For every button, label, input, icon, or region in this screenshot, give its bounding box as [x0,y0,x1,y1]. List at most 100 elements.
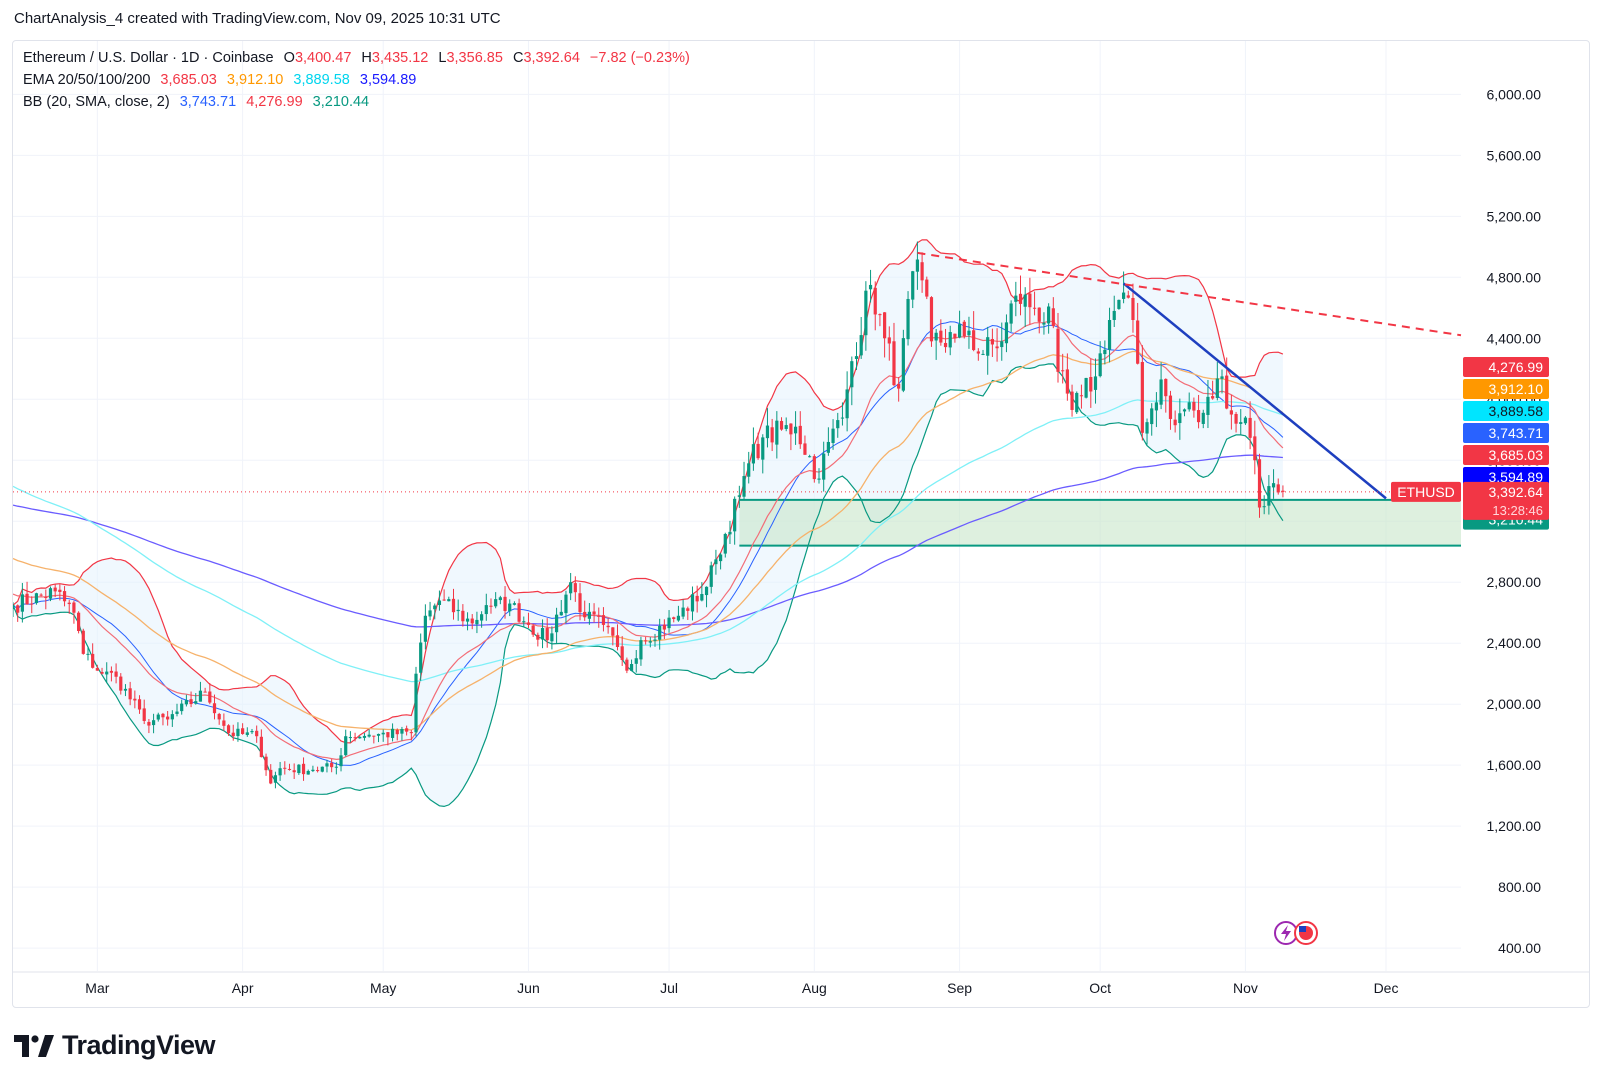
candle-body [503,596,507,611]
legend-ema-row[interactable]: EMA 20/50/100/200 3,685.03 3,912.10 3,88… [23,69,696,91]
candle-body [498,597,502,601]
candle-body [353,737,357,739]
y-tick-label: 400.00 [1498,940,1541,956]
x-tick-label: Mar [85,980,109,996]
candle-body [273,775,278,783]
candle-body [779,420,784,430]
change-value: −7.82 (−0.23%) [589,50,690,66]
candle-body [1281,490,1285,492]
candle-body [259,736,263,758]
chart-pane[interactable]: Mar Apr May Jun Jul Aug Sep Oct Nov Dec 400.00 800.… [12,40,1590,1008]
candle-body [86,653,90,655]
candle-body [301,763,306,775]
candle-body [34,593,39,604]
price-badge-label: 3,889.58 [1489,403,1544,419]
candle-body [1037,307,1041,322]
candle-body [1257,459,1262,508]
candle-body [222,720,226,726]
candle-body [1145,422,1149,434]
candle-body [376,733,381,736]
candle-body [733,498,737,532]
bb-upper-value: 4,276.99 [246,94,303,110]
legend-bb-row[interactable]: BB (20, SMA, close, 2) 3,743.71 4,276.99… [23,91,696,113]
candle-body [1211,396,1215,399]
created-with-caption: ChartAnalysis_4 created with TradingView… [14,10,501,27]
candle-body [287,768,292,770]
candle-body [428,610,432,617]
candle-body [686,608,690,611]
candle-body [437,600,442,606]
x-tick-label: May [370,980,396,996]
candle-body [1107,320,1112,350]
candle-body [264,756,268,771]
ema20-line [13,320,1284,761]
bar-countdown: 13:28:46 [1492,503,1543,518]
candle-body [601,615,606,625]
event-icons [1274,921,1318,945]
candle-body [690,594,695,612]
candle-body [419,642,423,673]
candle-body [231,732,235,737]
candle-body [939,330,943,343]
candle-body [901,338,905,391]
open-label: O [283,50,295,66]
candle-body [306,770,310,775]
candle-body [658,625,662,640]
candle-body [315,770,320,772]
candle-body [789,423,793,435]
candle-body [836,420,840,429]
candle-body [972,330,976,351]
candle-body [48,588,53,599]
candle-body [278,768,282,776]
candle-body [620,646,624,660]
candle-body [1220,376,1224,379]
candle-body [1047,306,1051,324]
candle-body [470,618,474,624]
candle-body [1239,422,1243,424]
candle-body [475,619,479,625]
price-badge-label: 3,743.71 [1489,425,1544,441]
last-price-value: 3,392.64 [1489,484,1544,500]
candle-body [180,703,184,712]
candle-body [405,728,409,732]
candle-body [245,732,249,735]
candle-body [644,640,648,642]
bb-basis-value: 3,743.71 [179,94,237,110]
candle-body [803,443,807,455]
candle-body [526,622,531,625]
tradingview-logo[interactable]: TradingView [14,1030,216,1061]
candle-body [334,766,338,768]
x-tick-label: Nov [1233,980,1258,996]
candle-body [1253,436,1257,461]
candle-body [1271,483,1276,488]
candle-body [892,341,896,386]
candle-body [184,700,188,705]
candle-body [1089,376,1093,392]
candle-body [1000,341,1004,348]
symbol-title[interactable]: Ethereum / U.S. Dollar · 1D · Coinbase [23,50,274,66]
candle-body [1065,369,1069,394]
candle-body [1098,353,1102,377]
candle-body [737,495,741,497]
candle-body [798,425,802,445]
candle-body [981,353,985,355]
ema20-value: 3,685.03 [160,72,217,88]
candle-body [634,658,638,664]
candle-body [325,763,329,767]
candle-body [728,531,732,535]
candle-body [1112,310,1116,320]
low-label: L [438,50,447,66]
candle-body [1009,303,1013,324]
candle-body [915,259,920,272]
price-badge-label: 3,685.03 [1489,447,1544,463]
candle-body [793,426,798,434]
y-tick-label: 2,800.00 [1487,574,1542,590]
candle-body [105,671,109,675]
candle-body [751,444,756,464]
candle-body [536,634,540,640]
x-tick-label: Apr [232,980,254,996]
candle-body [100,672,104,674]
candle-body [367,734,371,737]
price-chart[interactable]: Mar Apr May Jun Jul Aug Sep Oct Nov Dec 400.00 800.… [13,41,1589,1007]
candle-body [30,603,34,605]
